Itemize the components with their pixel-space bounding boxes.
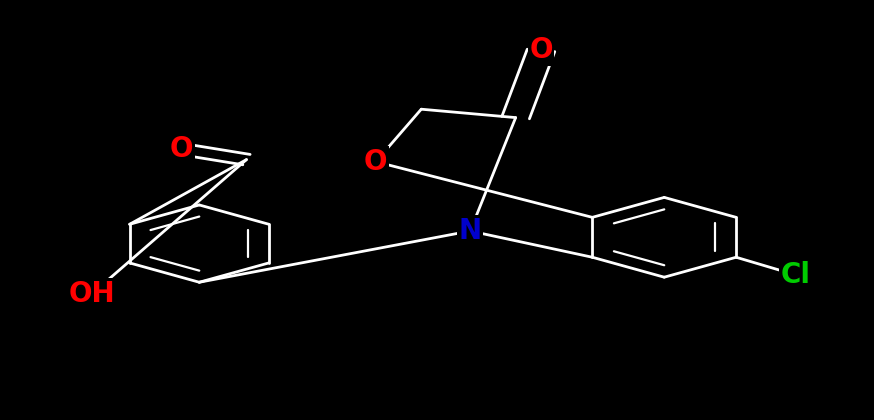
Text: O: O <box>170 135 193 163</box>
Text: O: O <box>364 148 387 176</box>
Text: O: O <box>530 37 552 64</box>
Text: N: N <box>459 217 482 245</box>
Text: Cl: Cl <box>780 261 810 289</box>
Text: OH: OH <box>68 280 115 308</box>
